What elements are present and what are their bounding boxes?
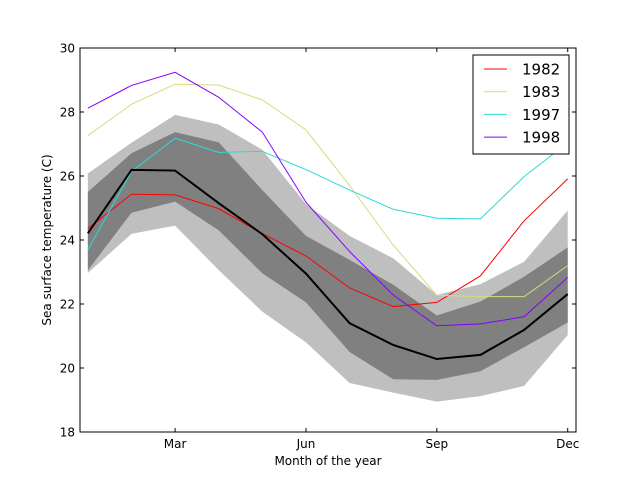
- legend: 1982 1983 1997 1998: [472, 54, 570, 155]
- y-tick-label: 26: [60, 170, 75, 184]
- legend-label: 1983: [522, 83, 560, 101]
- x-tick-label: Jun: [296, 437, 316, 451]
- x-axis-label: Month of the year: [274, 454, 381, 468]
- y-tick-label: 28: [60, 106, 75, 120]
- axis-ticks: 18 20 22 24 26 28 30 Mar Jun Sep Dec: [60, 42, 580, 452]
- mean-line: [87, 168, 569, 361]
- legend-label: 1982: [522, 61, 560, 79]
- legend-label: 1998: [522, 129, 560, 147]
- series-line-1982: [87, 178, 569, 308]
- series-line-1983: [87, 83, 569, 298]
- y-tick-label: 22: [60, 298, 75, 312]
- y-tick-label: 20: [60, 362, 75, 376]
- legend-label: 1997: [522, 106, 560, 124]
- legend-entry-1997: 1997: [484, 106, 560, 124]
- legend-entry-1982: 1982: [484, 61, 560, 79]
- series-line-1998: [87, 71, 569, 327]
- legend-entry-1998: 1998: [484, 129, 560, 147]
- x-tick-label: Mar: [164, 437, 187, 451]
- legend-entry-1983: 1983: [484, 83, 560, 101]
- y-axis-label: Sea surface temperature (C): [40, 154, 54, 325]
- series-lines: [87, 71, 569, 361]
- y-tick-label: 30: [60, 42, 75, 56]
- y-tick-label: 18: [60, 426, 75, 440]
- x-tick-label: Sep: [426, 437, 449, 451]
- y-tick-label: 24: [60, 234, 75, 248]
- series-line-1997: [87, 137, 569, 251]
- x-tick-label: Dec: [556, 437, 579, 451]
